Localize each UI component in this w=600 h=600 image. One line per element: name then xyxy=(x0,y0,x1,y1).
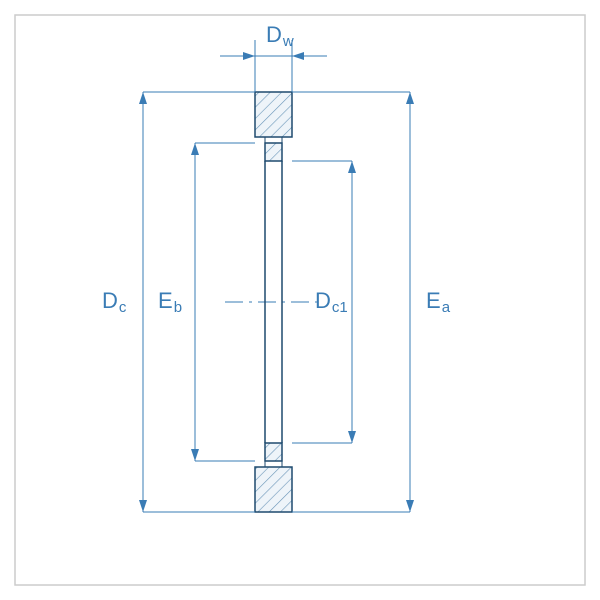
technical-drawing: DwDcEbDc1Ea xyxy=(0,0,600,600)
